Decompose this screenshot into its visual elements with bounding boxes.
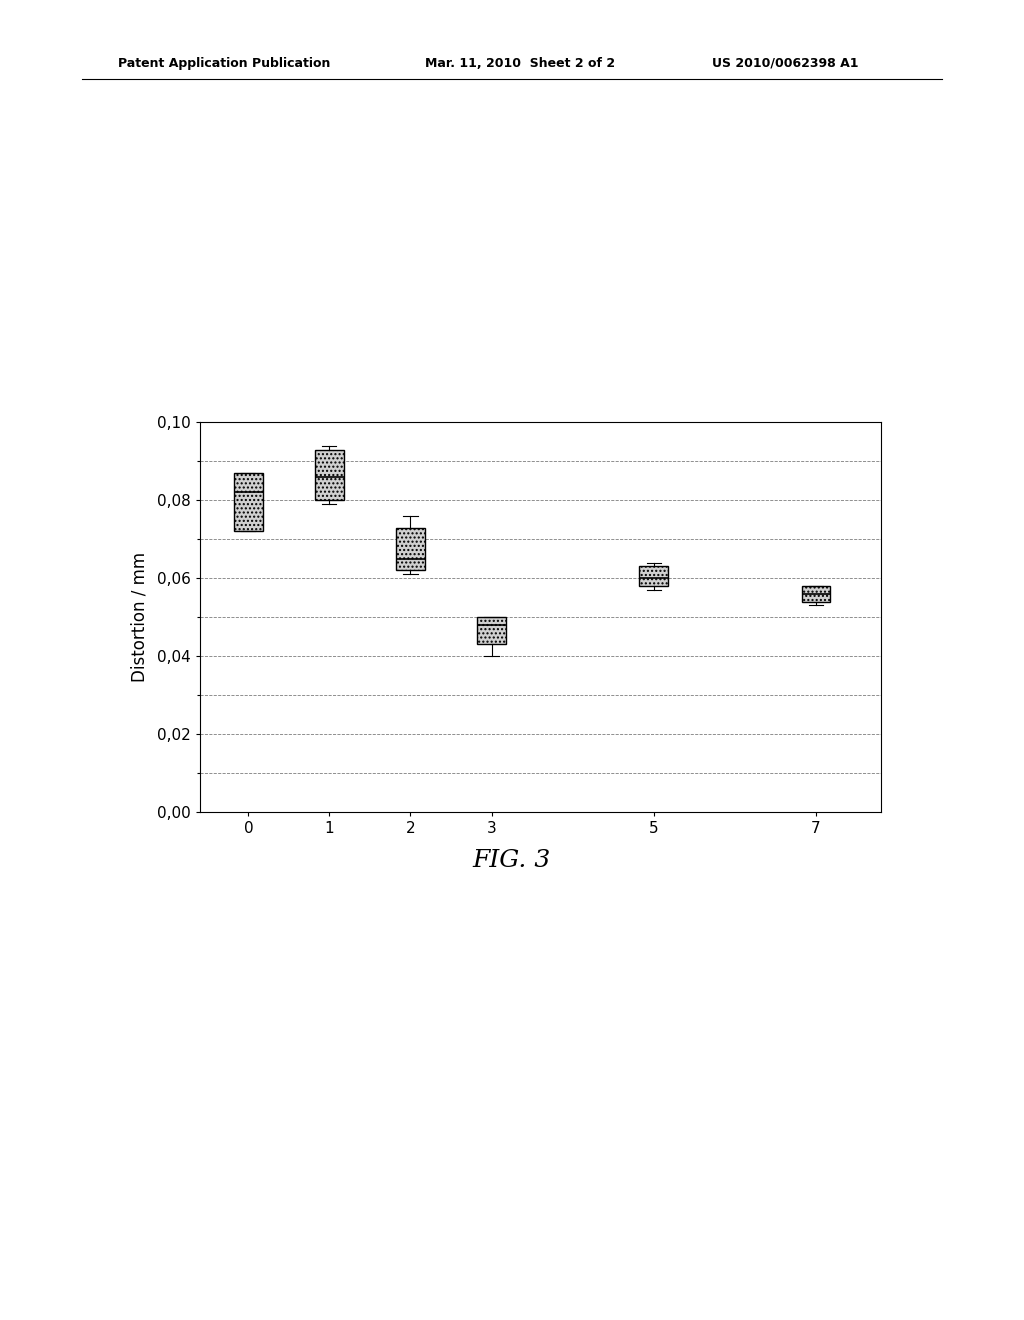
Text: Patent Application Publication: Patent Application Publication (118, 57, 330, 70)
PathPatch shape (234, 473, 262, 532)
PathPatch shape (802, 586, 830, 602)
Text: FIG. 3: FIG. 3 (473, 849, 551, 873)
PathPatch shape (639, 566, 668, 586)
PathPatch shape (396, 528, 425, 570)
PathPatch shape (315, 450, 344, 500)
Text: US 2010/0062398 A1: US 2010/0062398 A1 (712, 57, 858, 70)
PathPatch shape (477, 618, 506, 644)
Text: Mar. 11, 2010  Sheet 2 of 2: Mar. 11, 2010 Sheet 2 of 2 (425, 57, 615, 70)
Y-axis label: Distortion / mm: Distortion / mm (130, 552, 148, 682)
